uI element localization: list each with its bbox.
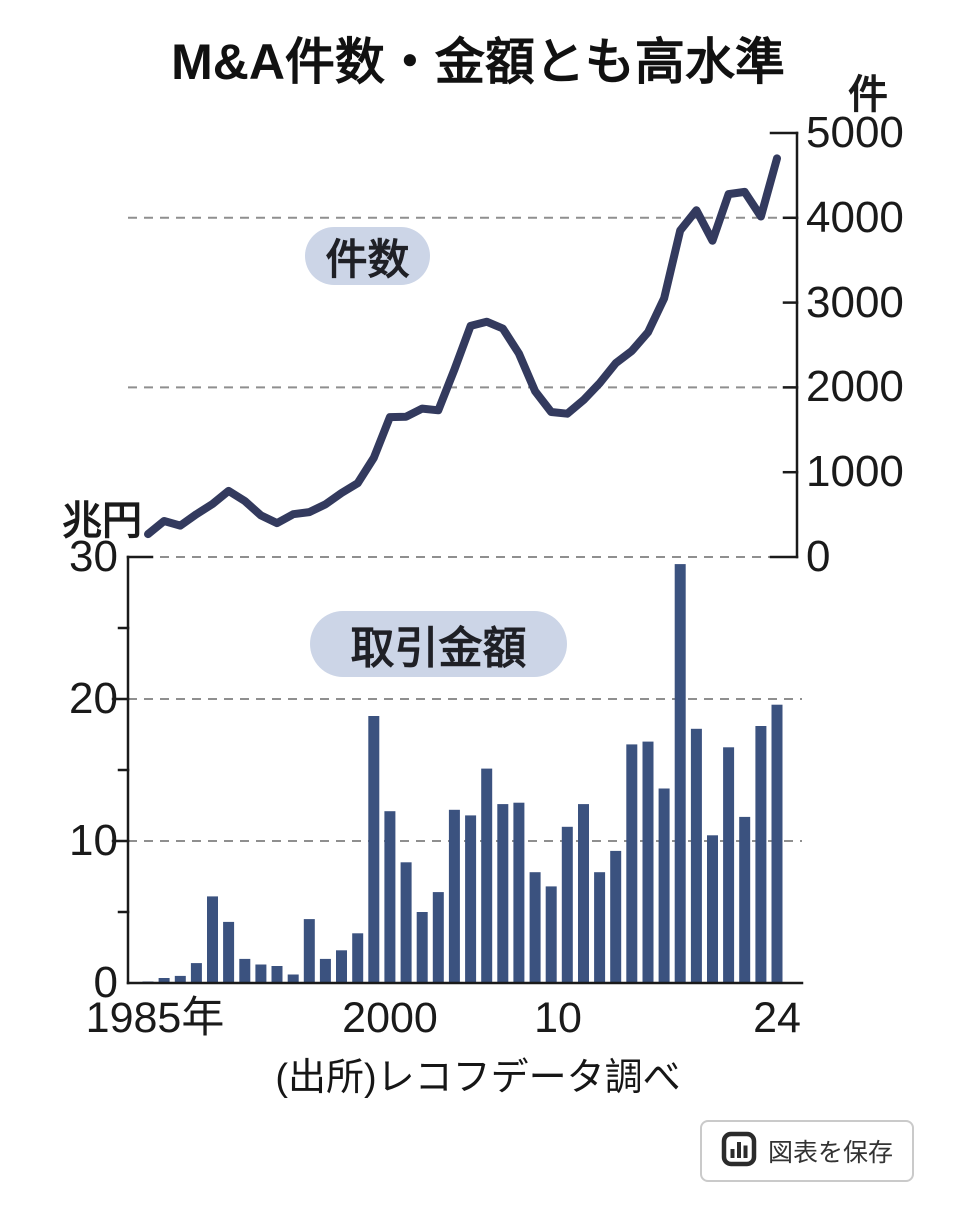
tick-label: 1000 <box>806 447 904 497</box>
save-chart-button-label: 図表を保存 <box>767 1139 893 1167</box>
amount-series-label: 取引金額 <box>350 624 527 673</box>
tick-label: 4000 <box>806 192 904 242</box>
tick-label: 2000 <box>806 362 904 412</box>
tick-label: 0 <box>806 532 831 581</box>
right-axis-unit-label: 件 <box>848 73 888 117</box>
bar-chart-icon <box>721 1131 757 1172</box>
save-chart-button[interactable]: 図表を保存 <box>700 1120 914 1182</box>
tick-label: 5000 <box>806 108 904 157</box>
source-note: (出所)レコフデータ調べ <box>275 1057 681 1099</box>
tick-label: 24 <box>753 994 801 1042</box>
tick-label: 10 <box>69 816 118 865</box>
tick-label: 30 <box>69 532 118 581</box>
tick-label: 3000 <box>806 277 904 327</box>
dashed-gridlines <box>128 216 802 842</box>
axes <box>111 131 804 985</box>
tick-label: 10 <box>534 994 582 1042</box>
tick-label: 0 <box>93 958 118 1007</box>
tick-label: 2000 <box>342 994 438 1042</box>
count-series-label: 件数 <box>325 235 410 283</box>
count-line <box>144 154 781 539</box>
count-series-label-pill: 件数 <box>305 227 430 285</box>
tick-label: 20 <box>69 674 118 723</box>
amount-series-label-pill: 取引金額 <box>310 611 567 677</box>
chart-title: M&A件数・金額とも高水準 <box>171 34 785 90</box>
amount-bars <box>142 564 783 983</box>
left-axis-unit-label: 兆円 <box>62 499 142 543</box>
tick-label: 1985年 <box>85 994 225 1042</box>
